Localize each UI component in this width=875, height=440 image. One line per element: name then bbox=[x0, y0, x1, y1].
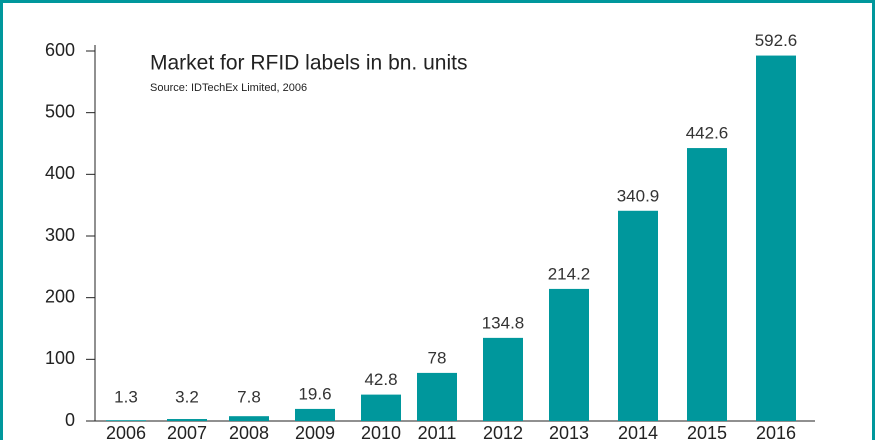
bar bbox=[417, 372, 457, 421]
x-tick-label: 2013 bbox=[549, 423, 589, 440]
x-tick-label: 2006 bbox=[106, 423, 146, 440]
y-tick-label: 100 bbox=[45, 348, 75, 368]
x-tick-label: 2007 bbox=[167, 423, 207, 440]
chart-title: Market for RFID labels in bn. units bbox=[150, 52, 467, 75]
bar bbox=[549, 288, 589, 421]
x-tick-label: 2016 bbox=[756, 423, 796, 440]
y-tick-label: 200 bbox=[45, 286, 75, 306]
value-label: 214.2 bbox=[548, 264, 591, 283]
bar bbox=[361, 394, 401, 421]
value-label: 19.6 bbox=[298, 384, 331, 403]
y-tick-label: 300 bbox=[45, 225, 75, 245]
value-label: 7.8 bbox=[237, 387, 261, 406]
value-label: 78 bbox=[428, 348, 447, 367]
bar bbox=[687, 148, 727, 421]
value-label: 42.8 bbox=[364, 370, 397, 389]
bar bbox=[618, 210, 658, 421]
value-label: 592.6 bbox=[755, 31, 798, 50]
bar bbox=[167, 419, 207, 421]
y-tick-label: 500 bbox=[45, 101, 75, 121]
value-label: 340.9 bbox=[617, 186, 660, 205]
value-label: 442.6 bbox=[686, 124, 729, 143]
y-tick-label: 0 bbox=[65, 410, 75, 430]
bar bbox=[756, 55, 796, 422]
x-tick-label: 2009 bbox=[295, 423, 335, 440]
bar bbox=[295, 408, 335, 421]
value-label: 134.8 bbox=[482, 313, 525, 332]
x-tick-label: 2014 bbox=[618, 423, 658, 440]
bar bbox=[229, 416, 269, 421]
bar bbox=[106, 420, 146, 421]
x-tick-label: 2011 bbox=[418, 423, 457, 440]
x-tick-label: 2012 bbox=[483, 423, 523, 440]
x-tick-label: 2008 bbox=[229, 423, 269, 440]
x-tick-label: 2010 bbox=[361, 423, 401, 440]
value-label: 3.2 bbox=[175, 387, 199, 406]
y-tick-label: 400 bbox=[45, 163, 75, 183]
chart-subtitle: Source: IDTechEx Limited, 2006 bbox=[150, 82, 307, 94]
x-tick-label: 2015 bbox=[687, 423, 727, 440]
bar bbox=[483, 337, 523, 421]
value-label: 1.3 bbox=[114, 387, 138, 406]
y-tick-label: 600 bbox=[45, 40, 75, 60]
